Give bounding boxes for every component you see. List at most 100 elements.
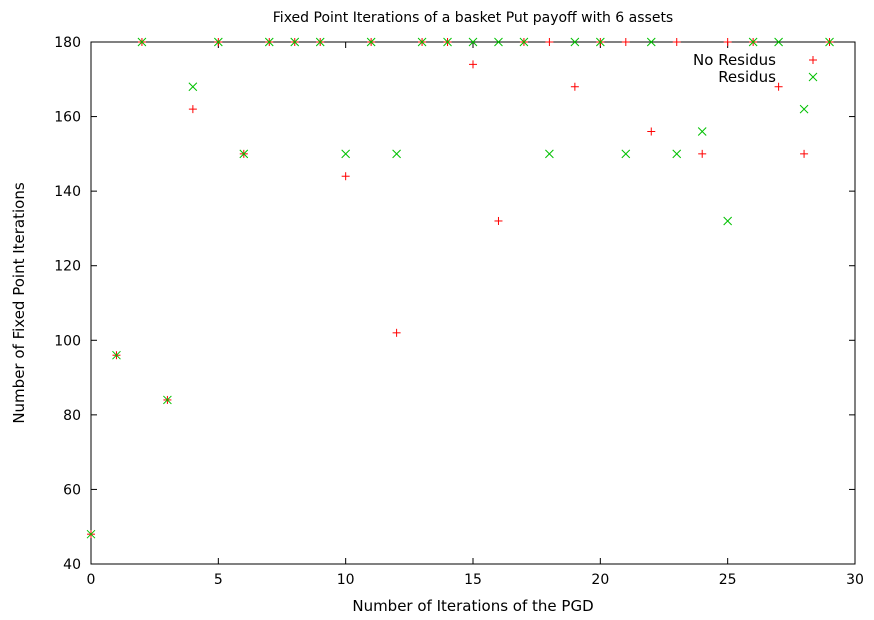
no-residus-point: [621, 38, 630, 46]
residus-point: [570, 37, 580, 47]
no-residus-point: [570, 82, 579, 91]
legend-entry-residus: Residus: [718, 68, 818, 86]
marker-stroke: [545, 149, 554, 159]
residus-point: [264, 37, 274, 47]
marker-stroke: [595, 37, 605, 47]
no-residus-point: [341, 172, 350, 181]
residus-point: [163, 395, 172, 405]
residus-point: [290, 37, 300, 47]
axis-ticks: [90, 41, 856, 565]
y-tick-label: 140: [54, 184, 81, 200]
marker-stroke: [621, 149, 631, 159]
marker-stroke: [264, 37, 274, 47]
marker-stroke: [646, 37, 656, 47]
marker-stroke: [112, 350, 121, 360]
marker-stroke: [808, 72, 818, 82]
no-residus-point: [494, 216, 503, 225]
y-axis-label: Number of Fixed Point Iterations: [10, 182, 28, 424]
residus-point: [392, 149, 401, 159]
y-tick-label: 100: [54, 333, 81, 349]
marker-stroke: [825, 37, 834, 47]
residus-point: [315, 37, 325, 47]
marker-stroke: [213, 37, 223, 47]
marker-stroke: [137, 37, 147, 47]
legend-label: Residus: [718, 68, 776, 86]
x-tick-label: 10: [337, 572, 355, 588]
residus-point: [137, 37, 147, 47]
y-tick-label: 80: [63, 408, 81, 424]
residus-point: [519, 37, 529, 47]
residus-point: [443, 37, 452, 47]
residus-point: [646, 37, 656, 47]
marker-stroke: [443, 37, 452, 47]
no-residus-point: [800, 149, 809, 158]
marker-stroke: [494, 37, 503, 47]
no-residus-point: [774, 82, 783, 91]
residus-point: [799, 104, 809, 114]
residus-point: [213, 37, 223, 47]
x-tick-label: 30: [846, 572, 864, 588]
marker-stroke: [799, 104, 809, 114]
y-tick-label: 160: [54, 110, 81, 126]
marker-stroke: [723, 216, 733, 226]
residus-point: [86, 529, 96, 539]
marker-stroke: [366, 37, 376, 47]
plot-frame: [90, 41, 856, 565]
y-tick-label: 40: [63, 557, 81, 573]
marker-stroke: [188, 82, 198, 92]
residus-point: [341, 149, 351, 159]
no-residus-point: [469, 60, 477, 69]
marker-stroke: [774, 37, 783, 47]
marker-stroke: [86, 529, 96, 539]
axis-tick-labels: 0 5 10 15 20 25 30 40 60 80 100 120 140 160 180: [54, 35, 864, 588]
residus-point: [774, 37, 783, 47]
marker-stroke: [315, 37, 325, 47]
legend-label: No Residus: [693, 51, 776, 69]
residus-point: [825, 37, 834, 47]
x-tick-label: 20: [591, 572, 609, 588]
x-tick-label: 15: [464, 572, 482, 588]
marker-stroke: [290, 37, 300, 47]
no-residus-point: [545, 38, 554, 46]
marker-stroke: [341, 149, 351, 159]
residus-point: [494, 37, 503, 47]
marker-stroke: [697, 127, 707, 136]
no-residus-point: [723, 38, 732, 46]
residus-point: [697, 127, 707, 136]
no-residus-point: [392, 328, 401, 337]
residus-point: [748, 37, 758, 47]
marker-stroke: [392, 149, 401, 159]
legend-entry-no-residus: No Residus: [693, 51, 817, 69]
marker-stroke: [239, 149, 249, 159]
residus-point: [672, 149, 682, 159]
residus-point: [417, 37, 427, 47]
x-axis-label: Number of Iterations of the PGD: [352, 597, 593, 615]
x-tick-label: 5: [214, 572, 223, 588]
residus-point: [239, 149, 249, 159]
marker-stroke: [519, 37, 529, 47]
marker-stroke: [417, 37, 427, 47]
y-tick-label: 60: [63, 482, 81, 498]
residus-point: [595, 37, 605, 47]
residus-point: [545, 149, 554, 159]
residus-point: [723, 216, 733, 226]
x-tick-label: 0: [87, 572, 96, 588]
residus-point: [468, 37, 478, 47]
residus-point: [112, 350, 121, 360]
marker-stroke: [672, 149, 682, 159]
data-markers: [86, 37, 834, 539]
marker-stroke: [748, 37, 758, 47]
y-tick-label: 120: [54, 259, 81, 275]
residus-point: [621, 149, 631, 159]
chart-title: Fixed Point Iterations of a basket Put p…: [273, 10, 673, 26]
legend-marker: [808, 72, 818, 82]
marker-stroke: [163, 395, 172, 405]
no-residus-point: [188, 105, 197, 114]
no-residus-point: [647, 127, 656, 136]
y-tick-label: 180: [54, 35, 81, 51]
residus-point: [188, 82, 198, 92]
residus-point: [366, 37, 376, 47]
marker-stroke: [570, 37, 580, 47]
no-residus-point: [698, 149, 707, 158]
